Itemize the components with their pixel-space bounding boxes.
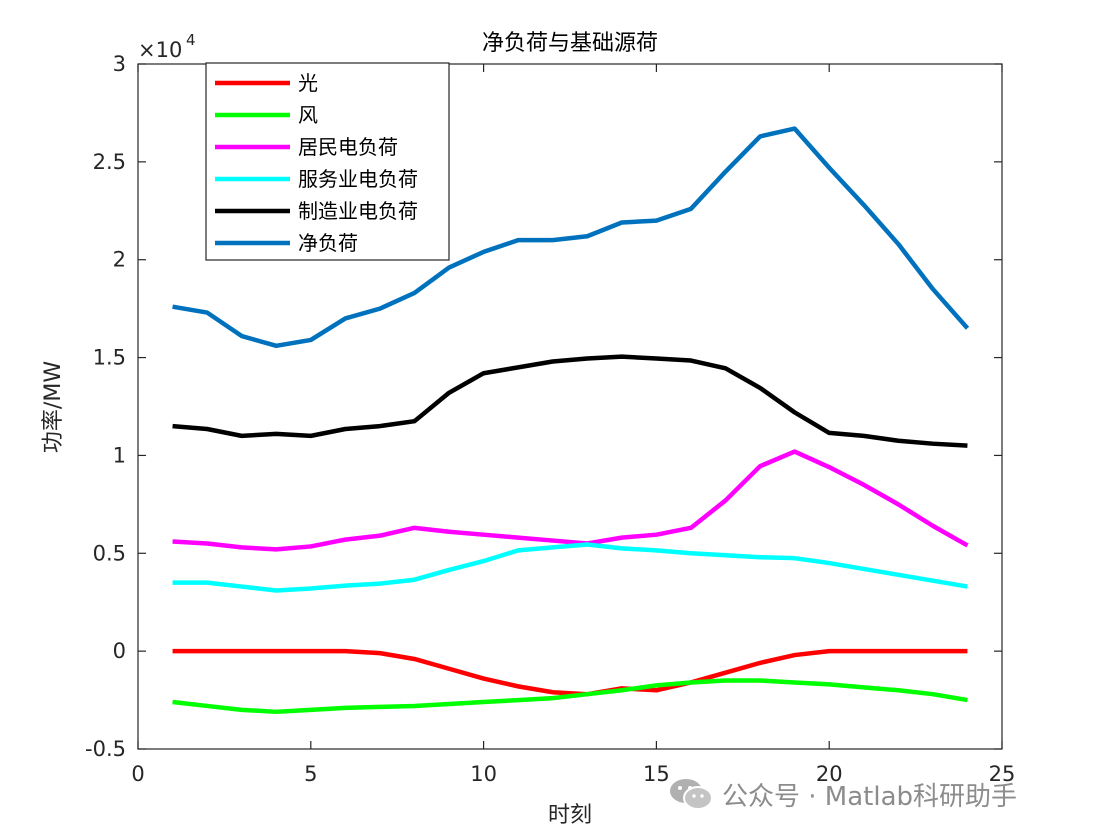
legend-box [205,62,450,261]
ticks-layer: 0 5 10 15 20 25-0.500.511.522.53 [85,52,1015,786]
y-exponent-base: ×10 [138,38,182,62]
x-tick-label: 25 [989,762,1016,786]
series-line [172,449,969,552]
x-tick-label: 5 [304,762,317,786]
y-tick-label: 0.5 [93,541,126,565]
chart-title: 净负荷与基础源荷 [482,31,658,56]
x-tick-label: 10 [470,762,497,786]
watermark-text: 公众号 · Matlab科研助手 [722,781,1018,812]
x-tick-label: 20 [816,762,843,786]
series-line [172,126,970,349]
y-axis-title: 功率/MW [41,361,66,453]
y-exponent-label: ×10 4 [138,31,196,62]
series-layer [172,126,970,715]
legend-label: 制造业电负荷 [298,199,418,223]
legend-label: 服务业电负荷 [298,167,418,191]
y-tick-label: 0 [113,639,126,663]
y-tick-label: 1 [113,443,126,467]
x-axis-title: 时刻 [548,803,592,828]
legend-label: 居民电负荷 [298,135,398,159]
legend-label: 光 [298,71,318,95]
y-exponent-power: 4 [186,31,196,49]
y-tick-label: 1.5 [93,346,126,370]
y-tick-label: 3 [113,52,126,76]
x-tick-label: 15 [643,762,670,786]
series-line [172,678,968,715]
series-line [172,648,968,697]
y-tick-label: -0.5 [85,737,126,761]
series-line [172,542,968,593]
legend-label: 净负荷 [298,231,358,255]
x-tick-label: 0 [131,762,144,786]
wechat-icon [668,777,714,811]
y-tick-label: 2 [113,248,126,272]
watermark: 公众号 · Matlab科研助手 [668,774,1017,814]
legend-label: 风 [298,103,318,127]
y-tick-label: 2.5 [93,150,126,174]
series-line [172,354,968,448]
